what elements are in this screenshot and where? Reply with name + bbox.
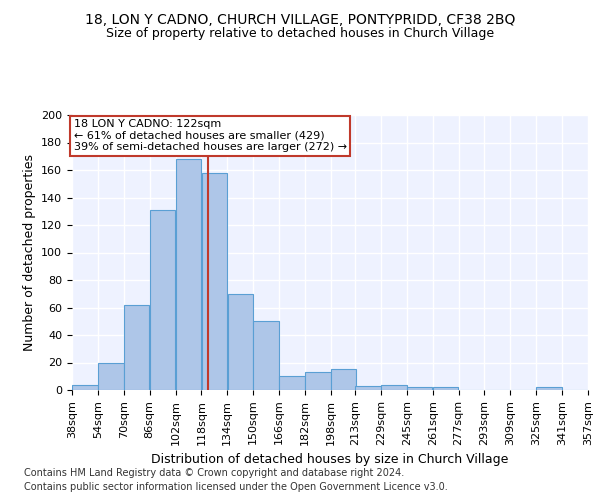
Bar	[407, 387, 433, 390]
Bar	[280, 376, 305, 390]
Bar	[202, 173, 227, 390]
X-axis label: Distribution of detached houses by size in Church Village: Distribution of detached houses by size …	[151, 453, 509, 466]
Bar	[355, 386, 380, 390]
Bar	[72, 384, 98, 390]
Bar	[150, 210, 175, 390]
Bar	[331, 370, 356, 390]
Text: Contains public sector information licensed under the Open Government Licence v3: Contains public sector information licen…	[24, 482, 448, 492]
Bar	[124, 304, 149, 390]
Bar	[305, 372, 331, 390]
Bar	[176, 159, 201, 390]
Text: Size of property relative to detached houses in Church Village: Size of property relative to detached ho…	[106, 28, 494, 40]
Bar	[253, 322, 279, 390]
Text: 18, LON Y CADNO, CHURCH VILLAGE, PONTYPRIDD, CF38 2BQ: 18, LON Y CADNO, CHURCH VILLAGE, PONTYPR…	[85, 12, 515, 26]
Bar	[98, 362, 124, 390]
Y-axis label: Number of detached properties: Number of detached properties	[23, 154, 35, 351]
Text: 18 LON Y CADNO: 122sqm
← 61% of detached houses are smaller (429)
39% of semi-de: 18 LON Y CADNO: 122sqm ← 61% of detached…	[74, 119, 347, 152]
Bar	[381, 384, 407, 390]
Bar	[536, 387, 562, 390]
Text: Contains HM Land Registry data © Crown copyright and database right 2024.: Contains HM Land Registry data © Crown c…	[24, 468, 404, 477]
Bar	[433, 387, 458, 390]
Bar	[227, 294, 253, 390]
